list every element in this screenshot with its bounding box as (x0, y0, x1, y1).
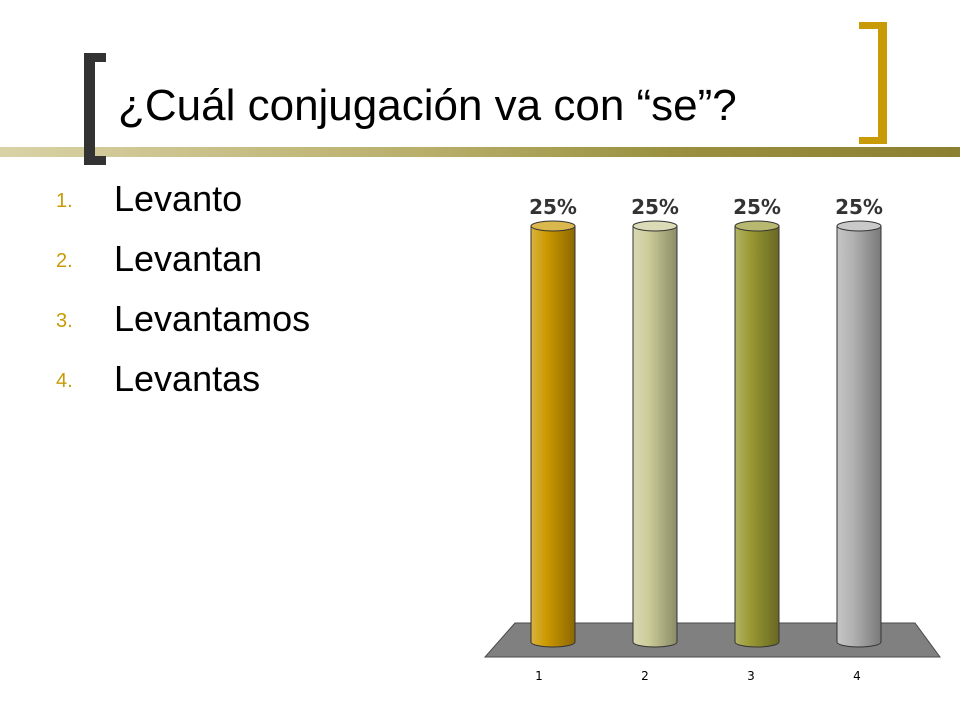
option-number: 4. (56, 370, 73, 392)
data-label-3: 25% (733, 195, 781, 219)
bar-2 (632, 225, 678, 648)
bar-top-1 (530, 220, 576, 232)
title-underline-gradient (0, 147, 960, 157)
option-text: Levantas (114, 358, 261, 399)
bar-top-2 (632, 220, 678, 232)
bar-1 (530, 225, 576, 648)
option-text: Levantan (114, 238, 263, 279)
x-tick-label-4: 4 (853, 669, 861, 683)
data-label-4: 25% (835, 195, 883, 219)
bars-layer (530, 220, 882, 648)
data-label-2: 25% (631, 195, 679, 219)
x-tick-label-2: 2 (641, 669, 649, 683)
bar-top-3 (734, 220, 780, 232)
option-text: Levanto (114, 178, 243, 219)
option-number: 1. (56, 190, 73, 212)
bar-4 (836, 225, 882, 648)
slide-title: ¿Cuál conjugación va con “se”? (118, 81, 737, 130)
x-tick-label-1: 1 (535, 669, 543, 683)
right-bracket-decoration (859, 22, 887, 144)
option-number: 2. (56, 250, 73, 272)
option-text: Levantamos (114, 298, 311, 339)
bar-3 (734, 225, 780, 648)
response-bar-chart: 25% 1 25% 2 25% 3 25% 4 (483, 195, 941, 683)
left-bracket-decoration (84, 53, 106, 165)
x-tick-label-3: 3 (747, 669, 755, 683)
bar-top-4 (836, 220, 882, 232)
option-number: 3. (56, 310, 73, 332)
chart-floor (483, 622, 941, 658)
data-label-1: 25% (529, 195, 577, 219)
labels-layer: 25% 1 25% 2 25% 3 25% 4 (529, 195, 883, 683)
